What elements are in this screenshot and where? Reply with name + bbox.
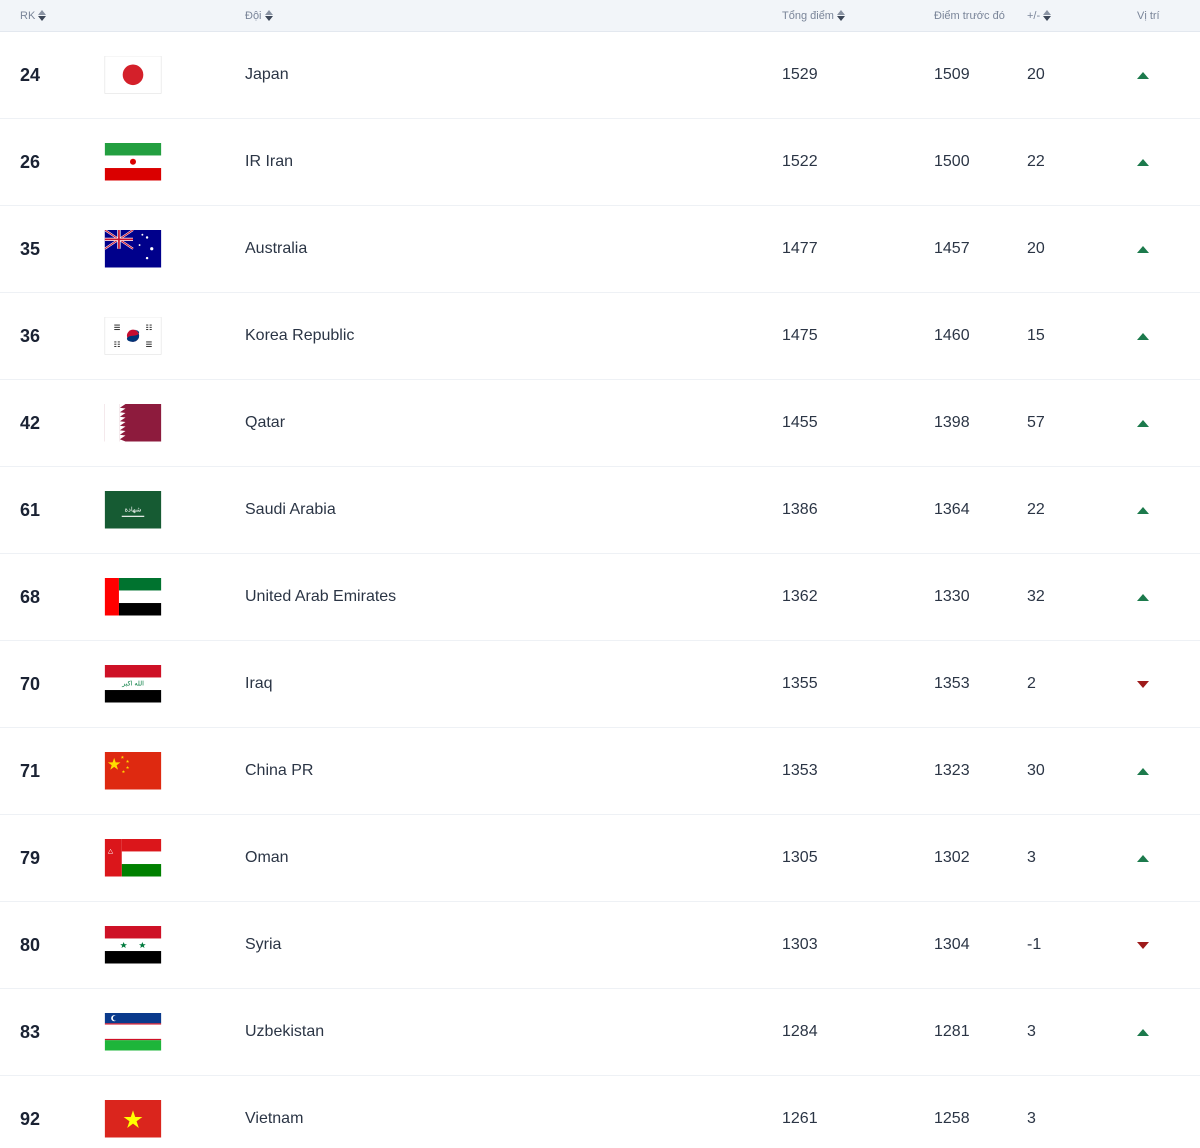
svg-text:الله اكبر: الله اكبر [121,680,144,688]
svg-text:شهادة: شهادة [125,506,142,514]
